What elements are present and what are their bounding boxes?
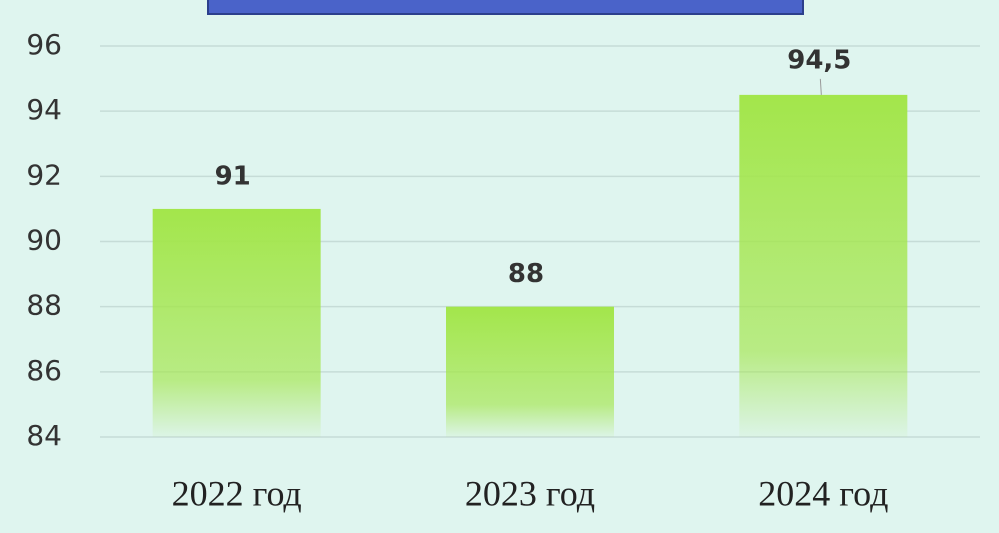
leader-line: [819, 78, 822, 95]
y-tick-label: 84: [26, 419, 62, 452]
y-tick-label: 88: [26, 289, 62, 322]
bar: [739, 94, 908, 437]
header-box: [207, 0, 804, 15]
bar: [446, 306, 614, 437]
x-tick-label: 2022 год: [172, 473, 302, 513]
value-label: 91: [215, 161, 251, 191]
x-tick-label: 2024 год: [758, 473, 888, 513]
y-tick-label: 92: [26, 158, 62, 191]
y-tick-label: 94: [26, 93, 62, 126]
y-tick-label: 86: [26, 354, 62, 387]
y-tick-label: 96: [26, 28, 62, 61]
value-label: 94,5: [787, 45, 851, 75]
x-tick-label: 2023 год: [465, 473, 595, 513]
y-tick-label: 90: [26, 224, 62, 257]
bar: [152, 208, 321, 437]
value-label: 88: [508, 259, 544, 289]
